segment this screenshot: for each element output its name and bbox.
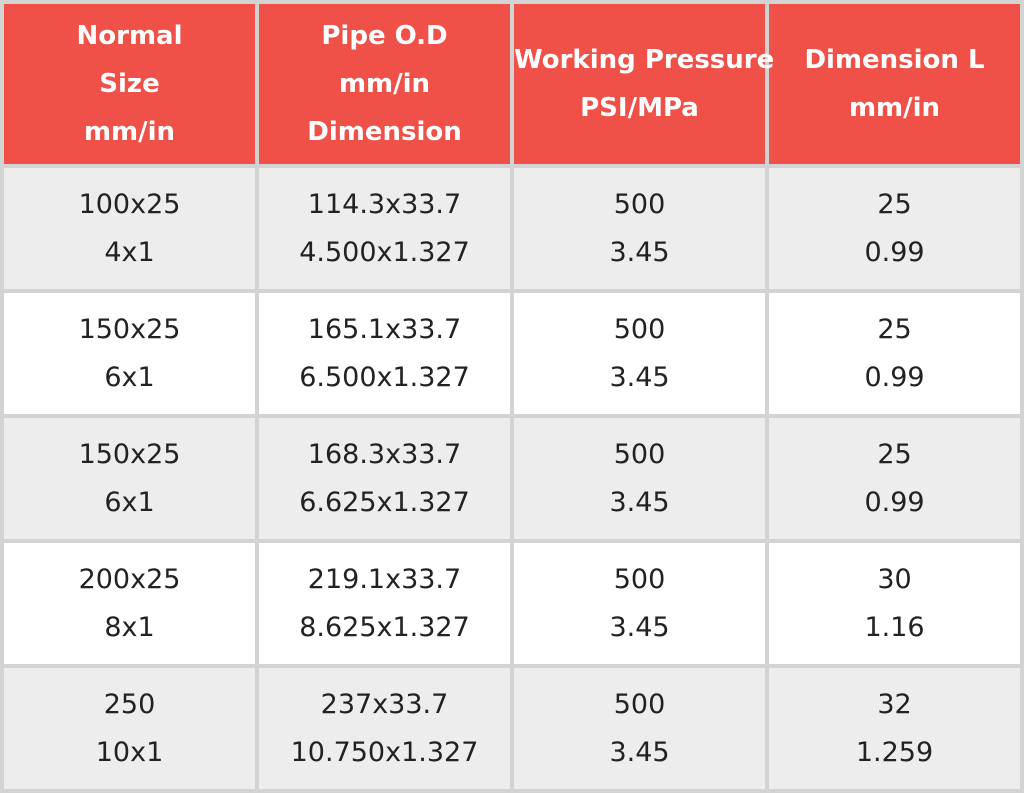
- cell-length: 32 1.259: [769, 668, 1020, 789]
- cell-in: 8x1: [104, 611, 155, 643]
- cell-mm: 100x25: [78, 188, 181, 220]
- cell-mm: 250: [103, 688, 156, 720]
- cell-mpa: 3.45: [609, 236, 670, 268]
- cell-pressure: 500 3.45: [514, 668, 765, 789]
- cell-mm: 25: [877, 438, 912, 470]
- cell-mm: 25: [877, 188, 912, 220]
- cell-size: 200x25 8x1: [4, 543, 255, 664]
- header-text: Normal: [76, 21, 183, 51]
- cell-od: 168.3x33.7 6.625x1.327: [259, 418, 510, 539]
- cell-pressure: 500 3.45: [514, 418, 765, 539]
- table-row: 100x25 4x1 114.3x33.7 4.500x1.327 500 3.…: [4, 168, 1020, 289]
- cell-mm: 165.1x33.7: [307, 313, 462, 345]
- cell-in: 10x1: [95, 736, 164, 768]
- cell-mm: 168.3x33.7: [307, 438, 462, 470]
- cell-size: 150x25 6x1: [4, 418, 255, 539]
- cell-mm: 114.3x33.7: [307, 188, 462, 220]
- header-text: Size: [99, 69, 160, 99]
- cell-mm: 32: [877, 688, 912, 720]
- cell-psi: 500: [613, 563, 666, 595]
- cell-mpa: 3.45: [609, 361, 670, 393]
- cell-in: 6x1: [104, 486, 155, 518]
- cell-mpa: 3.45: [609, 611, 670, 643]
- cell-mm: 200x25: [78, 563, 181, 595]
- cell-psi: 500: [613, 688, 666, 720]
- cell-mm: 219.1x33.7: [307, 563, 462, 595]
- cell-in: 1.259: [855, 736, 934, 768]
- header-text: Dimension: [307, 117, 462, 147]
- cell-mpa: 3.45: [609, 736, 670, 768]
- header-text: mm/in: [83, 117, 176, 147]
- header-working-pressure: Working Pressure PSI/MPa: [514, 4, 775, 164]
- cell-od: 114.3x33.7 4.500x1.327: [259, 168, 510, 289]
- cell-length: 30 1.16: [769, 543, 1020, 664]
- cell-mm: 25: [877, 313, 912, 345]
- cell-size: 250 10x1: [4, 668, 255, 789]
- header-dimension-l: Dimension L mm/in: [769, 4, 1020, 164]
- header-text: mm/in: [338, 69, 431, 99]
- header-text: mm/in: [848, 93, 941, 123]
- header-row: Normal Size mm/in Pipe O.D mm/in Dimensi…: [4, 4, 1020, 164]
- cell-pressure: 500 3.45: [514, 168, 765, 289]
- cell-psi: 500: [613, 438, 666, 470]
- header-text: Pipe O.D: [321, 21, 448, 51]
- cell-in: 4.500x1.327: [299, 236, 470, 268]
- header-normal-size: Normal Size mm/in: [4, 4, 255, 164]
- cell-in: 0.99: [864, 486, 925, 518]
- cell-od: 237x33.7 10.750x1.327: [259, 668, 510, 789]
- cell-mm: 30: [877, 563, 912, 595]
- cell-psi: 500: [613, 188, 666, 220]
- cell-length: 25 0.99: [769, 418, 1020, 539]
- cell-size: 150x25 6x1: [4, 293, 255, 414]
- table-row: 150x25 6x1 165.1x33.7 6.500x1.327 500 3.…: [4, 293, 1020, 414]
- cell-mm: 150x25: [78, 438, 181, 470]
- cell-in: 6.625x1.327: [299, 486, 470, 518]
- table-row: 200x25 8x1 219.1x33.7 8.625x1.327 500 3.…: [4, 543, 1020, 664]
- cell-pressure: 500 3.45: [514, 543, 765, 664]
- cell-in: 4x1: [104, 236, 155, 268]
- cell-length: 25 0.99: [769, 168, 1020, 289]
- header-text: Working Pressure: [514, 45, 775, 75]
- cell-mm: 237x33.7: [320, 688, 449, 720]
- cell-mpa: 3.45: [609, 486, 670, 518]
- header-text: Dimension L: [804, 45, 985, 75]
- cell-length: 25 0.99: [769, 293, 1020, 414]
- cell-in: 0.99: [864, 236, 925, 268]
- cell-in: 6x1: [104, 361, 155, 393]
- header-text: PSI/MPa: [580, 93, 699, 123]
- table-row: 250 10x1 237x33.7 10.750x1.327 500 3.45 …: [4, 668, 1020, 789]
- cell-in: 1.16: [864, 611, 925, 643]
- cell-size: 100x25 4x1: [4, 168, 255, 289]
- cell-in: 6.500x1.327: [299, 361, 470, 393]
- cell-psi: 500: [613, 313, 666, 345]
- cell-in: 8.625x1.327: [299, 611, 470, 643]
- cell-od: 219.1x33.7 8.625x1.327: [259, 543, 510, 664]
- cell-in: 0.99: [864, 361, 925, 393]
- cell-mm: 150x25: [78, 313, 181, 345]
- cell-pressure: 500 3.45: [514, 293, 765, 414]
- header-pipe-od: Pipe O.D mm/in Dimension: [259, 4, 510, 164]
- table-row: 150x25 6x1 168.3x33.7 6.625x1.327 500 3.…: [4, 418, 1020, 539]
- cell-od: 165.1x33.7 6.500x1.327: [259, 293, 510, 414]
- cell-in: 10.750x1.327: [290, 736, 479, 768]
